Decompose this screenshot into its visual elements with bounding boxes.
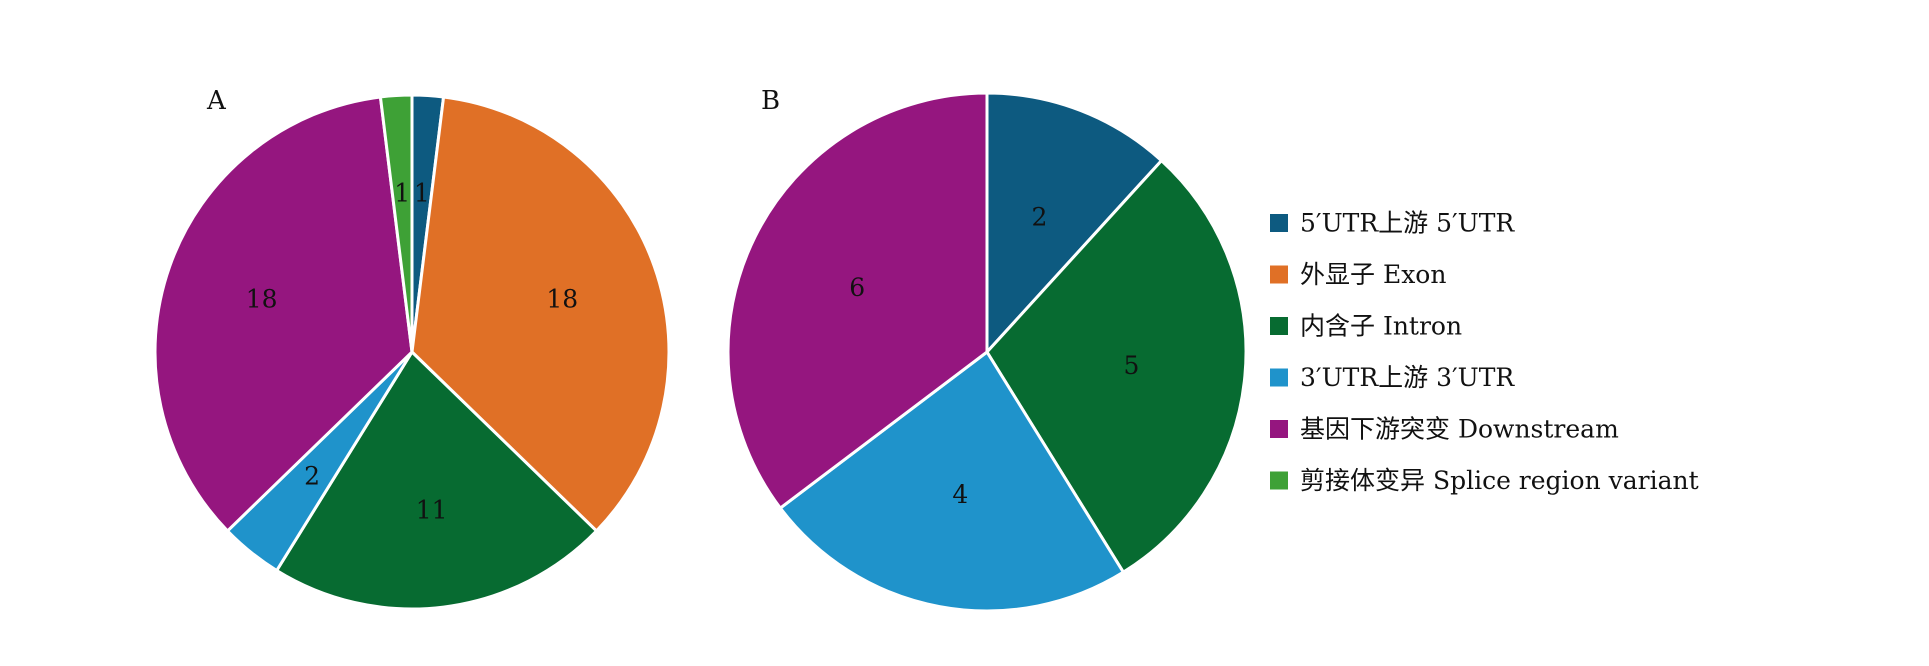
- pie-b-slice-intron: [985, 159, 1248, 574]
- legend-item-downstream: 基因下游突变 Downstream: [1270, 415, 1619, 444]
- legend-swatch: [1270, 471, 1288, 490]
- pie-b-data-label: 6: [849, 273, 865, 302]
- legend-swatch: [1270, 368, 1288, 387]
- pie-a-data-label: 18: [246, 285, 278, 314]
- legend-swatch: [1270, 214, 1288, 232]
- pie-a-data-label: 1: [394, 179, 410, 208]
- legend-item-5-utr-5-utr: 5′UTR上游 5′UTR: [1270, 209, 1515, 238]
- legend-item-3-utr-3-utr: 3′UTR上游 3′UTR: [1270, 363, 1515, 392]
- pie-b-data-label: 4: [952, 480, 968, 509]
- pie-a-slice-downstream: [153, 95, 414, 533]
- pie-a-data-label: 11: [416, 496, 448, 525]
- pie-chart-b: B 2 5 4 6: [726, 86, 1248, 613]
- pie-a-slice-splice-region-variant: [378, 93, 414, 354]
- pie-b-data-label: 5: [1123, 351, 1139, 380]
- legend-swatch: [1270, 420, 1288, 438]
- pie-b-slice-5-utr-5-utr: [985, 91, 1163, 354]
- legend-label: 3′UTR上游 3′UTR: [1300, 363, 1515, 392]
- pie-b-data-label: 2: [1031, 202, 1047, 231]
- legend-label: 外显子 Exon: [1300, 260, 1446, 289]
- legend-label: 基因下游突变 Downstream: [1300, 415, 1619, 444]
- legend: 5′UTR上游 5′UTR 外显子 Exon 内含子 Intron 3′UTR上游 3…: [1270, 209, 1699, 495]
- pie-a-data-label: 18: [546, 285, 578, 314]
- panel-label-b: B: [761, 86, 780, 116]
- legend-label: 内含子 Intron: [1300, 312, 1462, 341]
- pie-a-data-label: 1: [414, 179, 430, 208]
- legend-item-splice-region-variant: 剪接体变异 Splice region variant: [1270, 466, 1699, 495]
- pie-b-slice-downstream: [726, 91, 989, 510]
- legend-item-exon: 外显子 Exon: [1270, 260, 1446, 289]
- legend-item-intron: 内含子 Intron: [1270, 312, 1462, 341]
- pie-b-slice-3-utr-3-utr: [778, 350, 1125, 613]
- panel-label-a: A: [206, 86, 227, 116]
- pie-a-slice-exon: [410, 95, 671, 533]
- legend-label: 5′UTR上游 5′UTR: [1300, 209, 1515, 238]
- legend-swatch: [1270, 317, 1288, 335]
- pie-a-slice-intron: [275, 350, 598, 611]
- pie-chart-a: A 1 18 11 2 18 1: [153, 86, 671, 611]
- legend-swatch: [1270, 265, 1288, 284]
- pie-a-data-label: 2: [304, 462, 320, 491]
- legend-label: 剪接体变异 Splice region variant: [1300, 466, 1699, 495]
